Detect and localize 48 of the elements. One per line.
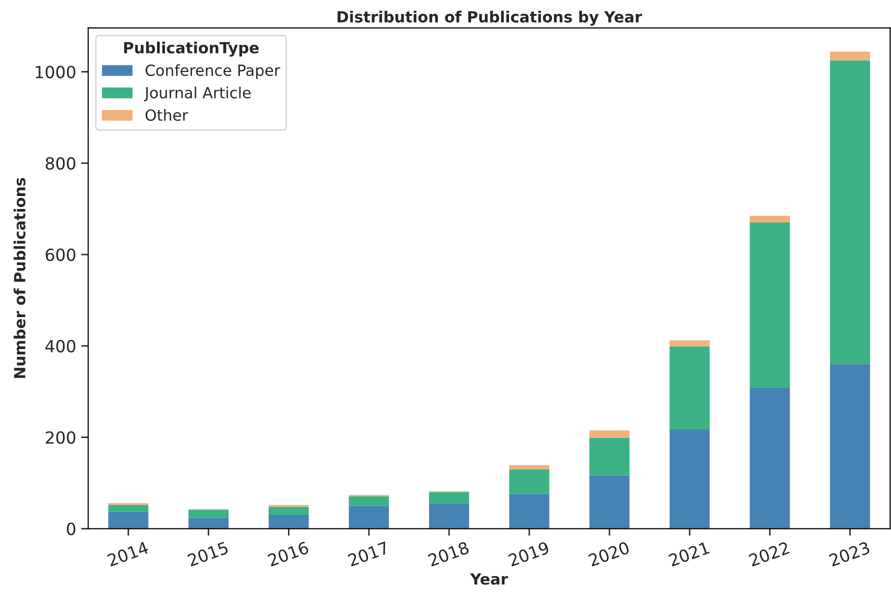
y-tick-label: 1000: [36, 66, 76, 78]
bar: [750, 216, 790, 223]
bar: [188, 510, 229, 518]
x-tick-label: 2015: [187, 541, 229, 567]
bar: [348, 506, 389, 529]
y-tick-label: 400: [45, 340, 76, 352]
x-tick-label: 2018: [428, 541, 470, 567]
bar: [509, 465, 550, 470]
x-axis-title: Year: [470, 573, 508, 585]
y-tick-label: 600: [46, 248, 76, 262]
bar: [589, 475, 630, 529]
y-tick-label: 800: [46, 157, 76, 170]
bar: [108, 504, 148, 512]
bar: [830, 60, 870, 364]
bar: [268, 506, 309, 515]
bar: [509, 494, 550, 529]
chart-title: Distribution of Publications by Year: [338, 10, 642, 26]
bar: [589, 438, 630, 476]
bar: [509, 469, 550, 494]
x-tick-label: 2023: [828, 541, 870, 567]
x-tick-label: 2019: [508, 541, 550, 567]
bar: [348, 496, 389, 506]
y-axis-title: Number of Publications: [14, 178, 26, 378]
bar: [188, 518, 229, 529]
legend-label: Conference Paper: [146, 64, 280, 79]
x-tick-label: 2021: [668, 541, 710, 567]
bar: [429, 503, 470, 529]
x-tick-label: 2020: [588, 541, 630, 567]
legend-title: PublicationType: [124, 42, 259, 57]
bar: [750, 388, 790, 529]
bar: [830, 364, 870, 529]
bar: [830, 52, 870, 60]
bar: [670, 430, 710, 529]
legend-label: Journal Article: [144, 86, 251, 102]
bar: [670, 346, 710, 430]
x-tick-label: 2014: [106, 541, 150, 567]
bar: [268, 514, 309, 529]
legend-label: Other: [146, 109, 188, 121]
bar: [108, 512, 148, 529]
x-tick-label: 2016: [267, 541, 310, 567]
bar: [670, 340, 710, 346]
x-tick-label: 2017: [347, 541, 390, 567]
y-tick-label: 0: [66, 522, 76, 536]
y-tick-label: 200: [46, 431, 76, 444]
x-tick-label: 2022: [748, 541, 790, 567]
bar: [750, 222, 790, 388]
bar: [589, 430, 630, 438]
bar: [429, 492, 470, 504]
